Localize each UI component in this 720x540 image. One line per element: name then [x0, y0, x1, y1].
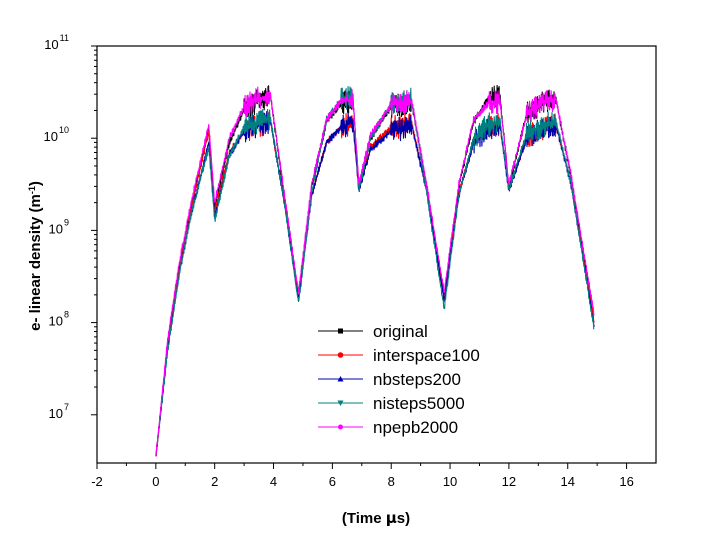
- x-tick-label: 16: [619, 474, 633, 489]
- series-line-nisteps5000: [155, 86, 595, 456]
- series-line-npepb2000: [155, 85, 595, 457]
- x-tick-label: 6: [329, 474, 336, 489]
- x-tick-label: 2: [211, 474, 218, 489]
- legend-label-nbsteps200: nbsteps200: [373, 370, 461, 389]
- legend-marker-nisteps5000: [337, 400, 344, 406]
- legend-marker-interspace100: [337, 352, 344, 358]
- y-tick-label: 108: [49, 310, 69, 329]
- x-tick-label: 12: [502, 474, 516, 489]
- legend-label-npepb2000: npepb2000: [373, 418, 458, 437]
- y-tick-label: 1011: [44, 33, 69, 52]
- x-axis-title: (Time μs): [342, 509, 410, 527]
- legend-label-interspace100: interspace100: [373, 346, 480, 365]
- x-tick-label: 8: [388, 474, 395, 489]
- y-tick-label: 107: [49, 402, 69, 421]
- y-axis: 107 108 109 1010 1011: [44, 33, 97, 421]
- y-tick-label: 109: [49, 217, 69, 236]
- legend-marker-nbsteps200: [337, 376, 344, 382]
- legend-marker-original: [338, 328, 343, 334]
- legend-label-nisteps5000: nisteps5000: [373, 394, 465, 413]
- x-tick-label: 10: [443, 474, 457, 489]
- legend-label-original: original: [373, 322, 428, 341]
- x-axis: -2 0 2 4 6 8 10 12 14 16: [91, 463, 634, 489]
- x-tick-label: 14: [561, 474, 575, 489]
- y-tick-label: 1010: [44, 125, 69, 144]
- x-tick-label: 0: [152, 474, 159, 489]
- x-tick-label: 4: [270, 474, 277, 489]
- legend-marker-npepb2000: [338, 424, 343, 430]
- legend: original interspace100 nbsteps200 nisteps50…: [318, 322, 480, 437]
- series-layer: [155, 84, 595, 457]
- plot-frame: [96, 45, 657, 464]
- y-axis-title: e- linear density (m-1): [27, 181, 44, 331]
- x-tick-label: -2: [91, 474, 103, 489]
